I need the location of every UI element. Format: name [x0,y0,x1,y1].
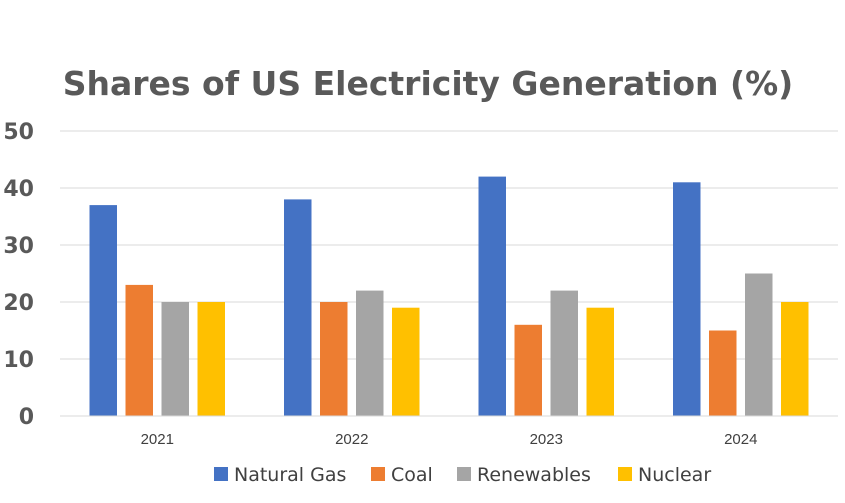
x-axis-ticks: 2021 2022 2023 2024 [141,431,758,448]
y-tick-label: 50 [3,120,34,145]
legend-item-natural-gas: Natural Gas [214,464,346,486]
bar-coal-2024 [709,331,737,417]
bar-natural-gas-2024 [673,182,701,416]
bar-coal-2022 [320,302,348,416]
bar-renewables-2022 [356,291,384,416]
x-tick-label: 2021 [141,431,174,448]
bar-nuclear-2022 [392,308,420,416]
y-tick-label: 20 [3,291,34,316]
legend-item-nuclear: Nuclear [618,464,711,486]
bar-chart: Shares of US Electricity Generation (%) … [0,0,845,503]
y-tick-label: 10 [3,348,34,373]
x-tick-label: 2022 [335,431,368,448]
legend-swatch [371,467,385,481]
bar-natural-gas-2023 [479,177,507,416]
legend-item-coal: Coal [371,464,433,486]
bar-renewables-2024 [745,274,773,417]
bar-renewables-2023 [551,291,579,416]
bar-renewables-2021 [162,302,190,416]
x-tick-label: 2023 [530,431,563,448]
legend-label: Nuclear [638,464,711,486]
legend-label: Natural Gas [234,464,346,486]
legend-swatch [457,467,471,481]
bars [60,177,838,416]
legend-item-renewables: Renewables [457,464,591,486]
x-tick-label: 2024 [724,431,757,448]
legend-label: Renewables [477,464,591,486]
bar-nuclear-2021 [198,302,226,416]
bar-coal-2021 [126,285,154,416]
bar-nuclear-2023 [587,308,615,416]
chart-title: Shares of US Electricity Generation (%) [63,64,794,103]
y-tick-label: 30 [3,234,34,259]
bar-natural-gas-2021 [90,205,118,416]
y-axis-ticks: 0 10 20 30 40 50 [3,120,34,430]
legend-swatch [214,467,228,481]
y-tick-label: 40 [3,177,34,202]
bar-coal-2023 [515,325,543,416]
bar-nuclear-2024 [781,302,809,416]
legend-label: Coal [391,464,433,486]
legend: Natural Gas Coal Renewables Nuclear [214,464,711,486]
y-tick-label: 0 [19,405,34,430]
bar-natural-gas-2022 [284,199,312,416]
legend-swatch [618,467,632,481]
